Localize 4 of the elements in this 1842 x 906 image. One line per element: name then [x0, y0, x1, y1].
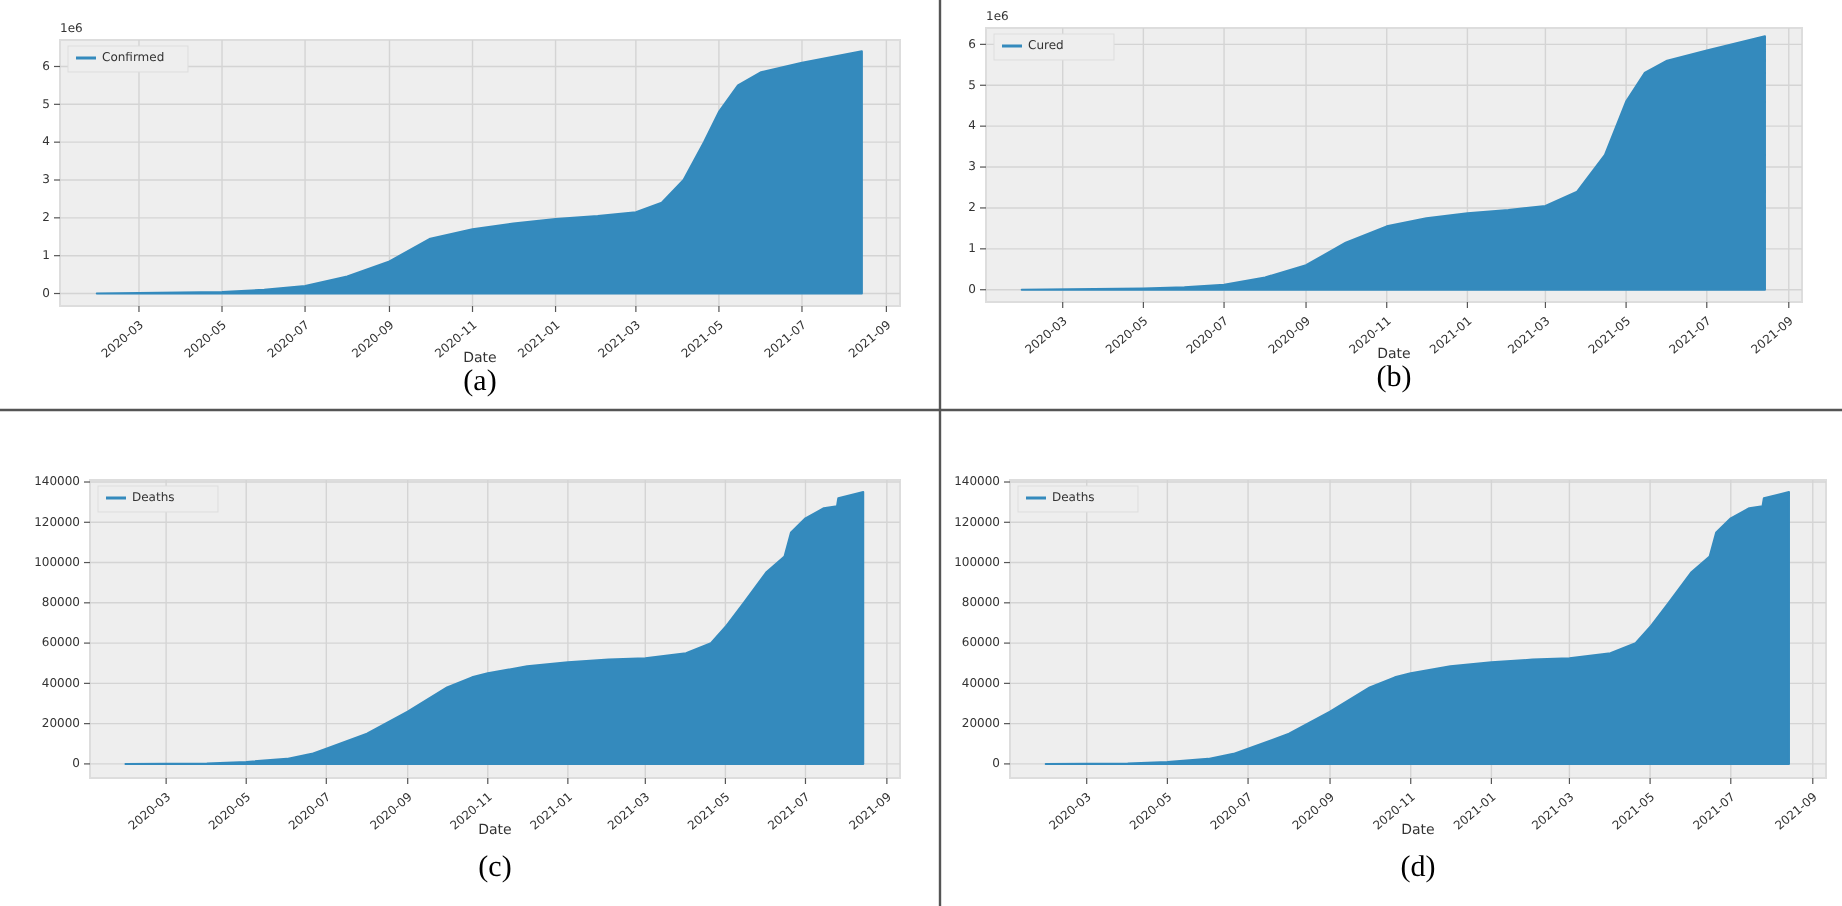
text: (d)	[1400, 852, 1436, 884]
text: (a)	[463, 366, 497, 398]
text: (c)	[478, 852, 512, 884]
text: (b)	[1376, 362, 1412, 394]
